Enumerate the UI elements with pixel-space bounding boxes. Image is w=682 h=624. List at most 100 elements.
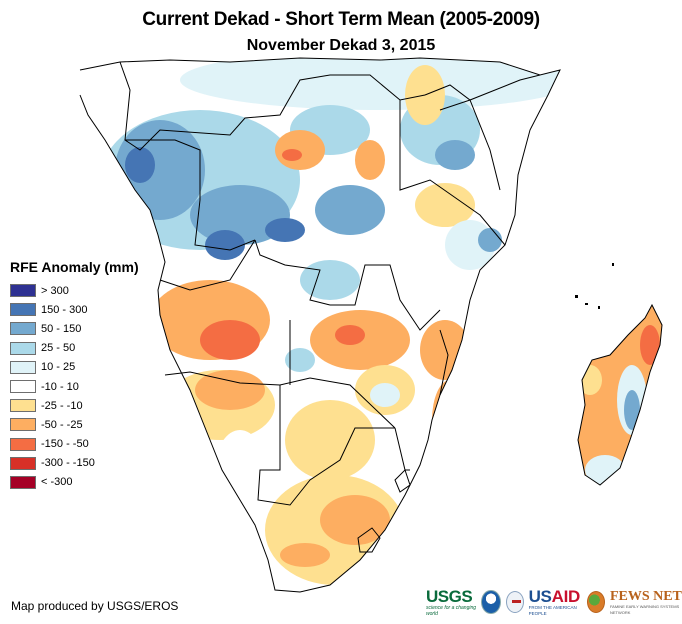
border-drc-angola	[254, 239, 331, 306]
legend-label: -10 - 10	[41, 380, 79, 393]
legend-swatch	[10, 418, 36, 432]
legend-swatch	[10, 303, 36, 317]
usgs-tagline: science for a changing world	[426, 604, 477, 617]
legend-item: 50 - 150	[10, 319, 139, 338]
islands	[575, 263, 614, 309]
anomaly-blob	[275, 130, 325, 170]
legend-swatch	[10, 380, 36, 394]
fews-globe-icon	[587, 591, 605, 613]
anomaly-blob	[335, 325, 365, 345]
anomaly-blob	[280, 543, 330, 567]
legend-item: -300 - -150	[10, 454, 139, 473]
legend-title: RFE Anomaly (mm)	[10, 259, 139, 275]
border-south-africa	[257, 427, 395, 506]
border-eswatini	[394, 469, 411, 493]
fews-net-logo-text: FEWS NET	[609, 588, 682, 604]
legend-label: > 300	[41, 284, 69, 297]
map-subtitle: November Dekad 3, 2015	[246, 37, 436, 54]
legend-label: < -300	[41, 476, 73, 489]
legend-swatch	[10, 399, 36, 413]
anomaly-blob	[180, 58, 560, 110]
legend-item: -10 - 10	[10, 377, 139, 396]
anomaly-blob	[200, 320, 260, 360]
madagascar-anomaly-layer	[578, 305, 662, 485]
anomaly-blob	[432, 380, 468, 460]
legend-label: 10 - 25	[41, 361, 76, 374]
island	[575, 295, 578, 298]
legend-label: -25 - -10	[41, 399, 83, 412]
legend-item: -25 - -10	[10, 396, 139, 415]
border-zambia-zimbabwe	[289, 320, 396, 429]
legend-swatch	[10, 341, 36, 355]
anomaly-blob	[300, 260, 360, 300]
legend-swatch	[10, 456, 36, 470]
logo-bar: USGS science for a changing world USAID …	[426, 587, 682, 617]
island	[612, 263, 614, 266]
border-zambia-tanzania	[330, 264, 441, 331]
map-credit: Map produced by USGS/EROS	[11, 599, 179, 613]
legend-label: -50 - -25	[41, 418, 83, 431]
anomaly-blob	[285, 400, 375, 480]
anomaly-blob	[125, 147, 155, 183]
usgs-logo: USGS science for a changing world	[426, 588, 476, 617]
legend-item: -50 - -25	[10, 415, 139, 434]
legend-item: -150 - -50	[10, 435, 139, 454]
noaa-logo-icon	[481, 590, 501, 614]
anomaly-blob	[285, 348, 315, 372]
island	[585, 303, 588, 305]
anomaly-blob	[415, 183, 475, 227]
anomaly-blob	[355, 140, 385, 180]
madagascar-outline	[577, 303, 663, 486]
legend-item: > 300	[10, 281, 139, 300]
border-angola-north	[159, 239, 256, 291]
anomaly-blob	[640, 325, 660, 365]
legend: RFE Anomaly (mm) > 300 150 - 300 50 - 150 2…	[10, 259, 139, 492]
usgs-logo-text: USGS	[426, 586, 473, 606]
border-uganda-kenya-tanzania	[399, 100, 506, 246]
usaid-logo-text: USAID	[529, 588, 583, 605]
legend-label: 50 - 150	[41, 322, 82, 335]
fews-net-logo: FEWS NET FAMINE EARLY WARNING SYSTEMS NE…	[610, 589, 682, 616]
anomaly-blob	[435, 140, 475, 170]
anomaly-blob	[444, 417, 460, 453]
legend-swatch	[10, 322, 36, 336]
anomaly-blob	[282, 149, 302, 161]
anomaly-blob	[370, 383, 400, 407]
usaid-seal-icon	[505, 591, 524, 613]
legend-swatch	[10, 475, 36, 489]
coastline	[79, 57, 561, 593]
legend-item: < -300	[10, 473, 139, 492]
country-borders	[79, 57, 561, 593]
anomaly-blob	[205, 230, 245, 260]
legend-item: 150 - 300	[10, 300, 139, 319]
legend-swatch	[10, 284, 36, 298]
border-kenya	[439, 99, 501, 191]
legend-label: -150 - -50	[41, 438, 89, 451]
legend-label: 25 - 50	[41, 342, 76, 355]
legend-items: > 300 150 - 300 50 - 150 25 - 50 10 - 25 -10 …	[10, 281, 139, 492]
legend-label: 150 - 300	[41, 303, 88, 316]
usaid-tagline: FROM THE AMERICAN PEOPLE	[528, 604, 577, 616]
usaid-aid: AID	[551, 586, 581, 606]
usaid-us: US	[528, 586, 552, 606]
legend-item: 25 - 50	[10, 339, 139, 358]
legend-swatch	[10, 360, 36, 374]
legend-label: -300 - -150	[41, 457, 95, 470]
border-malawi	[439, 329, 449, 396]
legend-item: 10 - 25	[10, 358, 139, 377]
anomaly-blob	[265, 218, 305, 242]
rainfall-anomaly-map	[79, 57, 663, 593]
mainland-anomaly-layer	[80, 58, 560, 592]
fews-net-tagline: FAMINE EARLY WARNING SYSTEMS NETWORK	[609, 603, 680, 615]
anomaly-blob	[195, 370, 265, 410]
border-lesotho	[357, 527, 381, 553]
legend-swatch	[10, 437, 36, 451]
map-title: Current Dekad - Short Term Mean (2005-20…	[142, 9, 540, 30]
anomaly-blob	[478, 228, 502, 252]
usaid-logo: USAID FROM THE AMERICAN PEOPLE	[529, 588, 583, 617]
anomaly-blob	[315, 185, 385, 235]
anomaly-blob	[624, 390, 640, 430]
border-south-sudan-ethiopia	[424, 74, 541, 101]
anomaly-blob	[320, 495, 390, 545]
island	[598, 306, 600, 309]
